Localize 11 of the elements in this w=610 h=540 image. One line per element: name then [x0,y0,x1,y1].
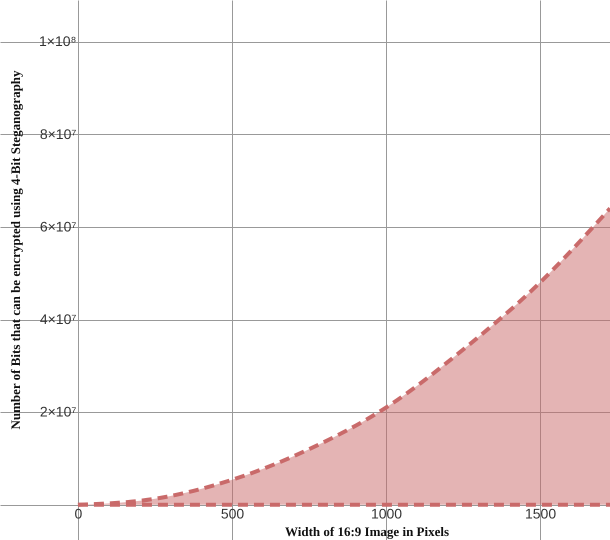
y-axis-title: Number of Bits that can be encrypted using 4-Bit Steganography [8,70,23,430]
x-tick-label: 1000 [370,505,402,522]
x-axis-title: Width of 16:9 Image in Pixels [284,524,450,539]
y-tick-label: 2×10⁷ [40,404,76,420]
y-tick-label: 8×10⁷ [40,126,76,142]
y-tick-label: 6×10⁷ [40,218,76,234]
x-tick-label: 0 [74,505,83,522]
x-tick-label: 1500 [524,505,556,522]
y-tick-label: 4×10⁷ [40,311,76,328]
y-tick-label: 1×10⁸ [38,33,77,50]
x-tick-label: 500 [220,505,244,522]
